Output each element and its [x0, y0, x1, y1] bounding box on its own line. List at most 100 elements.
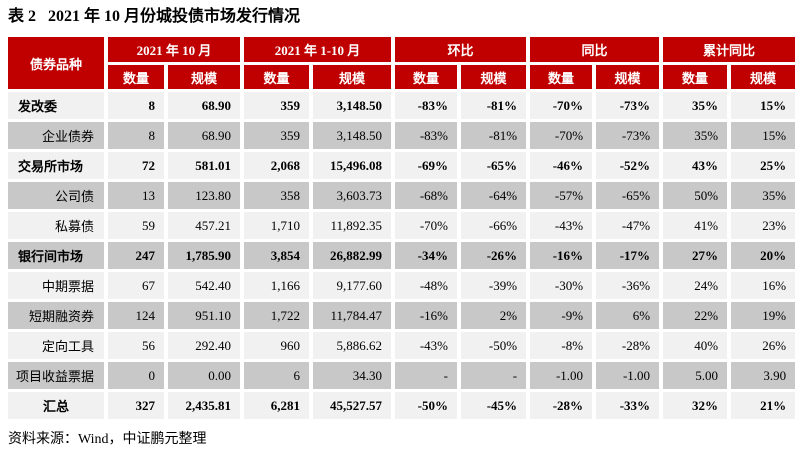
row-label: 公司债 — [8, 182, 104, 209]
cell-value: 9,177.60 — [313, 272, 392, 299]
cell-value: -48% — [395, 272, 458, 299]
table-row: 项目收益票据 0 0.00 6 34.30- - -1.00 -1.00 5.00 3.90 — [8, 362, 796, 389]
cell-value: 1,785.90 — [168, 242, 241, 269]
cell-value: -26% — [461, 242, 527, 269]
cell-value: 13 — [108, 182, 164, 209]
table-row: 中期票据 67 542.40 1,166 9,177.60 -48% -39% -30% -36… — [8, 272, 796, 299]
cell-value: 35% — [663, 122, 728, 149]
cell-value: -52% — [596, 152, 660, 179]
sub-header-scale: 规模 — [461, 65, 527, 89]
group-header-cumulative-yoy: 累计同比 — [663, 37, 796, 62]
row-label: 中期票据 — [8, 272, 104, 299]
cell-value: 15% — [731, 122, 796, 149]
cell-value: 6% — [596, 302, 660, 329]
cell-value: 59 — [108, 212, 164, 239]
cell-value: 3,148.50 — [313, 92, 392, 119]
sub-header-quantity: 数量 — [395, 65, 458, 89]
cell-value: -50% — [395, 392, 458, 419]
cell-value: 327 — [108, 392, 164, 419]
header-group-row: 债券品种 2021 年 10 月 2021 年 1-10 月 环比 同比 累计同… — [8, 37, 796, 89]
cell-value: -73% — [596, 92, 660, 119]
cell-value: 3,148.50 — [313, 122, 392, 149]
row-label: 银行间市场 — [8, 242, 104, 269]
cell-value: -28% — [596, 332, 660, 359]
source-note: 资料来源：Wind，中证鹏元整理 — [8, 432, 207, 447]
cell-value: 1,710 — [244, 212, 310, 239]
cell-value: -47% — [596, 212, 660, 239]
cell-value: -83% — [395, 122, 458, 149]
table-row: 公司债 13 123.80 358 3,603.73 -68% -64% -57% -65% 50… — [8, 182, 796, 209]
cell-value: 5.00 — [663, 362, 728, 389]
cell-value: 6,281 — [244, 392, 310, 419]
cell-value: 56 — [108, 332, 164, 359]
cell-value: 951.10 — [168, 302, 241, 329]
sub-header-scale: 规模 — [168, 65, 241, 89]
cell-value: 26,882.99 — [313, 242, 392, 269]
cell-value: -1.00 — [530, 362, 593, 389]
cell-value: 20% — [731, 242, 796, 269]
table-row: 企业债券 8 68.90 359 3,148.50 -83% -81% -70% -73% 35%… — [8, 122, 796, 149]
table-row: 汇总 327 2,435.81 6,281 45,527.57 -50% -45% -28% -… — [8, 392, 796, 419]
cell-value: -64% — [461, 182, 527, 209]
cell-value: 19% — [731, 302, 796, 329]
sub-header-quantity: 数量 — [530, 65, 593, 89]
cell-value: 22% — [663, 302, 728, 329]
cell-value: 11,784.47 — [313, 302, 392, 329]
cell-value: -33% — [596, 392, 660, 419]
cell-value: 542.40 — [168, 272, 241, 299]
cell-value: -28% — [530, 392, 593, 419]
sub-header-quantity: 数量 — [244, 65, 310, 89]
cell-value: 11,892.35 — [313, 212, 392, 239]
cell-value: 0.00 — [168, 362, 241, 389]
cell-value: 16% — [731, 272, 796, 299]
bond-issuance-table: 债券品种 2021 年 10 月 2021 年 1-10 月 环比 同比 累计同… — [4, 34, 799, 422]
cell-value: -68% — [395, 182, 458, 209]
cell-value: 2,068 — [244, 152, 310, 179]
row-label: 汇总 — [8, 392, 104, 419]
cell-value: -34% — [395, 242, 458, 269]
table-row: 发改委 8 68.90 359 3,148.50 -83% -81% -70% -73% 35% 1… — [8, 92, 796, 119]
cell-value: 359 — [244, 122, 310, 149]
group-header-yoy: 同比 — [530, 37, 660, 62]
cell-value: 24% — [663, 272, 728, 299]
cell-value: -30% — [530, 272, 593, 299]
cell-value: -17% — [596, 242, 660, 269]
header-sub-row: 数量 规模 数量 规模 数量 规模 数量 规模 数量 规模 — [8, 65, 796, 89]
cell-value: 40% — [663, 332, 728, 359]
cell-value: -43% — [395, 332, 458, 359]
sub-header-scale: 规模 — [596, 65, 660, 89]
cell-value: -57% — [530, 182, 593, 209]
cell-value: 124 — [108, 302, 164, 329]
cell-value: -73% — [596, 122, 660, 149]
cell-value: -8% — [530, 332, 593, 359]
cell-value: 68.90 — [168, 92, 241, 119]
cell-value: -81% — [461, 92, 527, 119]
table-header: 债券品种 2021 年 10 月 2021 年 1-10 月 环比 同比 累计同… — [8, 37, 796, 89]
cell-value: 68.90 — [168, 122, 241, 149]
cell-value: 8 — [108, 122, 164, 149]
cell-value: 15% — [731, 92, 796, 119]
table-row: 短期融资券 124 951.10 1,722 11,784.47 -16% 2% -9% 6% 2… — [8, 302, 796, 329]
cell-value: -45% — [461, 392, 527, 419]
cell-value: -70% — [530, 122, 593, 149]
cell-value: -69% — [395, 152, 458, 179]
sub-header-scale: 规模 — [731, 65, 796, 89]
cell-value: 23% — [731, 212, 796, 239]
cell-value: 43% — [663, 152, 728, 179]
cell-value: 247 — [108, 242, 164, 269]
table-row: 私募债 59 457.21 1,710 11,892.35 -70% -66% -43% -47… — [8, 212, 796, 239]
row-label: 企业债券 — [8, 122, 104, 149]
cell-value: 960 — [244, 332, 310, 359]
cell-value: -1.00 — [596, 362, 660, 389]
cell-value: 581.01 — [168, 152, 241, 179]
cell-value: -83% — [395, 92, 458, 119]
cell-value: 1,166 — [244, 272, 310, 299]
cell-value: 41% — [663, 212, 728, 239]
cell-value: -16% — [530, 242, 593, 269]
cell-value: 123.80 — [168, 182, 241, 209]
cell-value: -65% — [596, 182, 660, 209]
row-label: 定向工具 — [8, 332, 104, 359]
row-label: 发改委 — [8, 92, 104, 119]
cell-value: 26% — [731, 332, 796, 359]
